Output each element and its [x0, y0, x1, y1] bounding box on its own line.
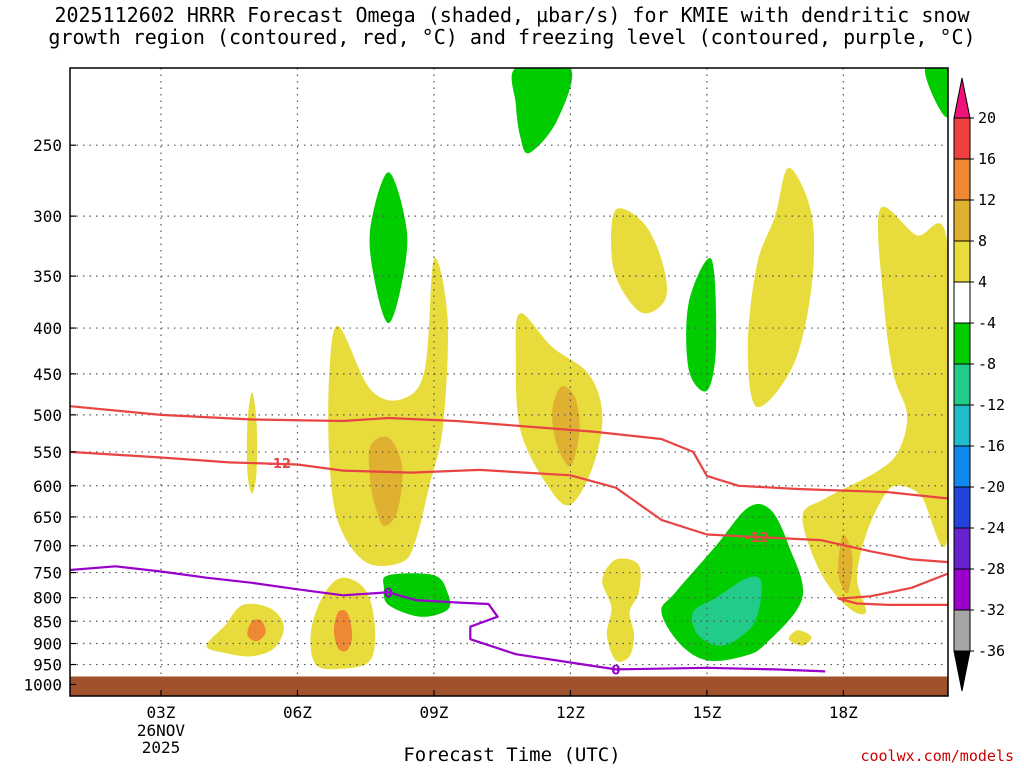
y-tick-label-900: 900: [33, 635, 62, 654]
colorbar-label-9: -20: [978, 478, 1005, 496]
colorbar-bin--32-to--28: [953, 568, 971, 611]
dgz-contour-bottom: [70, 450, 948, 564]
omega-region-teal-f: [691, 576, 762, 646]
x-tick-label-09Z: 09Z: [419, 703, 448, 722]
contour-label-0: -12: [268, 457, 292, 472]
colorbar-label-0: 20: [978, 109, 996, 127]
colorbar-label-3: 8: [978, 232, 987, 250]
colorbar-label-5: -4: [978, 314, 996, 332]
colorbar-bin--12-to--8: [953, 363, 971, 406]
x-date-label-year: 2025: [142, 738, 181, 757]
y-tick-label-250: 250: [33, 136, 62, 155]
colorbar-bin--16-to--12: [953, 404, 971, 447]
colorbar-over-arrow: [953, 77, 971, 119]
x-tick-label-15Z: 15Z: [692, 703, 721, 722]
plot-area: -12 -12 0 0: [70, 68, 948, 696]
colorbar-label-4: 4: [978, 273, 987, 291]
omega-region-yellow-a: [206, 603, 284, 657]
source-credit: coolwx.com/models: [860, 747, 1014, 765]
chart-title-line-2: growth region (contoured, red, °C) and f…: [48, 25, 976, 49]
dgz-contour-top: [70, 405, 948, 500]
colorbar-bin-12-to-16: [953, 158, 971, 201]
x-tick-label-03Z: 03Z: [147, 703, 176, 722]
colorbar-label-11: -28: [978, 560, 1005, 578]
contour-label-3: 0: [611, 663, 620, 678]
y-tick-label-950: 950: [33, 656, 62, 675]
y-tick-label-550: 550: [33, 443, 62, 462]
omega-region-yellow-f: [611, 208, 668, 314]
chart-title: 2025112602 HRRR Forecast Omega (shaded, …: [0, 4, 1024, 48]
colorbar-label-10: -24: [978, 519, 1005, 537]
colorbar-bin--28-to--24: [953, 527, 971, 570]
colorbar-bin-8-to-12: [953, 199, 971, 242]
colorbar: 20 16 12 8 4 -4 -8 -12 -16 -20 -24 -28 -32 -36: [953, 77, 1005, 692]
colorbar-label-12: -32: [978, 601, 1005, 619]
colorbar-label-7: -12: [978, 396, 1005, 414]
x-tick-label-18Z: 18Z: [829, 703, 858, 722]
y-tick-label-650: 650: [33, 508, 62, 527]
y-tick-label-300: 300: [33, 207, 62, 226]
omega-region-yellow-i: [802, 206, 948, 615]
y-tick-label-750: 750: [33, 564, 62, 583]
omega-region-orange-b: [333, 609, 353, 652]
omega-region-orange-d: [368, 436, 403, 526]
freezing-level-contour: [70, 565, 826, 673]
contour-label-1: -12: [745, 531, 769, 546]
dgz-contour-inner: [837, 572, 948, 606]
colorbar-label-6: -8: [978, 355, 996, 373]
y-tick-label-600: 600: [33, 477, 62, 496]
x-tick-label-12Z: 12Z: [556, 703, 585, 722]
axes: 250 300 350 400 450 500 550 600 650 700 750 800 850 9…: [23, 67, 949, 757]
chart-title-line-1: 2025112602 HRRR Forecast Omega (shaded, …: [54, 3, 970, 27]
colorbar-bin--4-to-4: [953, 281, 971, 324]
omega-region-orange-e: [552, 386, 580, 467]
y-tick-label-700: 700: [33, 537, 62, 556]
omega-region-yellow-d: [328, 257, 448, 566]
contour-label-2: 0: [384, 586, 393, 601]
colorbar-label-2: 12: [978, 191, 996, 209]
omega-region-orange-a: [247, 619, 266, 642]
y-tick-label-850: 850: [33, 612, 62, 631]
omega-region-green-e: [383, 573, 451, 617]
omega-region-yellow-j: [788, 630, 812, 646]
colorbar-bin-4-to-8: [953, 240, 971, 283]
y-tick-label-450: 450: [33, 365, 62, 384]
colorbar-bin--20-to--16: [953, 445, 971, 488]
x-date-label-day: 26NOV: [137, 721, 186, 740]
plot-frame: [69, 67, 949, 697]
omega-region-yellow-g: [602, 558, 641, 662]
colorbar-bin--8-to--4: [953, 322, 971, 365]
omega-region-orange-i: [837, 534, 853, 594]
omega-region-green-a: [511, 68, 573, 154]
colorbar-label-13: -36: [978, 642, 1005, 660]
colorbar-bin--24-to--20: [953, 486, 971, 529]
y-tick-label-500: 500: [33, 406, 62, 425]
ground-terrain: [70, 676, 948, 696]
omega-region-yellow-c: [246, 392, 258, 494]
colorbar-label-8: -16: [978, 437, 1005, 455]
omega-region-green-c: [369, 172, 408, 324]
omega-region-yellow-h: [747, 167, 815, 408]
y-tick-label-350: 350: [33, 267, 62, 286]
plot-content: -12 -12 0 0: [70, 68, 948, 696]
y-tick-label-800: 800: [33, 589, 62, 608]
omega-region-green-d: [686, 258, 717, 392]
y-tick-label-1000: 1000: [23, 676, 62, 695]
omega-region-green-b: [924, 68, 948, 118]
colorbar-bin--36-to--32: [953, 609, 971, 652]
y-tick-label-400: 400: [33, 319, 62, 338]
x-tick-label-06Z: 06Z: [283, 703, 312, 722]
colorbar-under-arrow: [953, 650, 971, 692]
x-axis-title: Forecast Time (UTC): [403, 744, 621, 766]
colorbar-label-1: 16: [978, 150, 996, 168]
colorbar-bin-16-to-20: [953, 117, 971, 160]
